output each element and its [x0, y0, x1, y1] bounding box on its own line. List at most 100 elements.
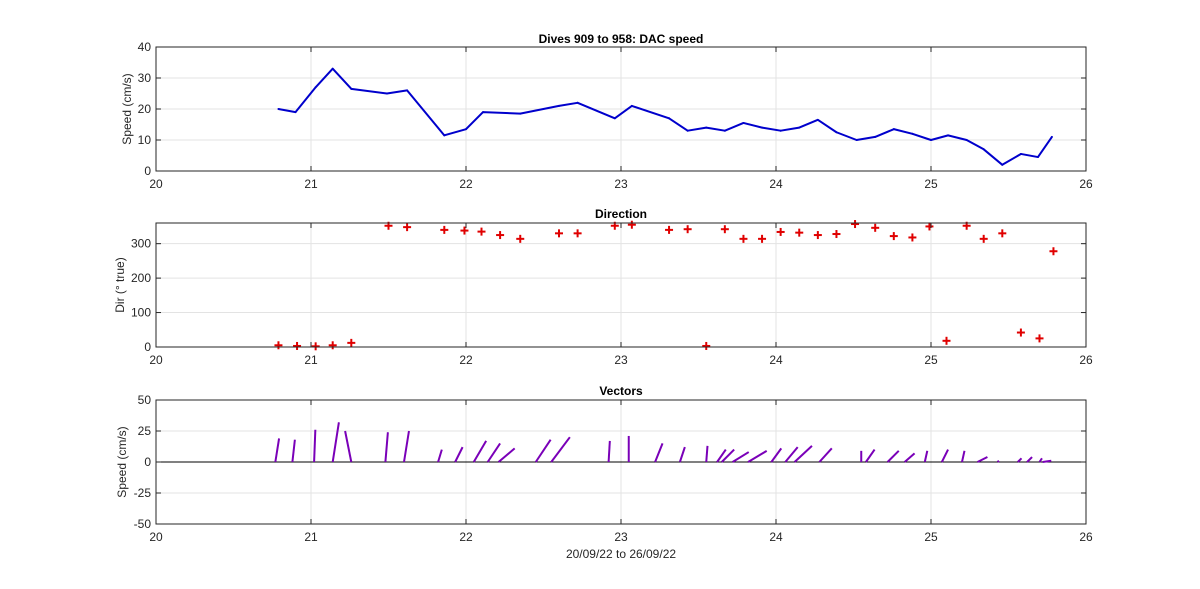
speed-point	[874, 135, 877, 138]
x-tick-label: 25	[924, 530, 938, 544]
current-vector	[732, 451, 750, 463]
speed-point	[385, 92, 388, 95]
current-vector	[497, 447, 516, 463]
speed-point	[294, 111, 297, 114]
speed-point	[482, 111, 485, 114]
current-vector	[818, 447, 833, 463]
direction-marker	[889, 232, 898, 241]
speed-point	[465, 128, 467, 131]
direction-marker	[665, 225, 674, 234]
direction-marker	[516, 234, 525, 243]
direction-marker	[851, 220, 860, 229]
x-tick-label: 20	[149, 177, 163, 191]
vectors-panel: 20 21 22 23 24 25 26 -50 -25 0 25 50 Vectors Speed (c…	[115, 384, 1093, 561]
direction-marker	[813, 231, 822, 240]
y-tick-label: 50	[138, 393, 152, 407]
current-vector	[437, 449, 443, 463]
current-vector	[1038, 457, 1043, 463]
direction-marker	[758, 234, 767, 243]
speed-point	[947, 134, 950, 137]
current-vector	[313, 429, 317, 463]
current-vector	[747, 449, 768, 463]
direction-marker	[871, 223, 880, 232]
y-tick-label: 0	[144, 164, 151, 178]
y-tick-label: -25	[134, 486, 152, 500]
vectors-data	[274, 422, 1052, 463]
speed-point	[911, 132, 914, 135]
current-vector	[770, 447, 783, 463]
current-vector	[784, 446, 799, 463]
current-vector	[793, 445, 813, 463]
direction-marker	[1049, 247, 1058, 256]
current-vector	[403, 430, 410, 463]
current-vector	[886, 450, 900, 463]
direction-marker	[1016, 328, 1025, 337]
x-tick-label: 25	[924, 177, 938, 191]
current-vector	[961, 450, 966, 463]
direction-marker	[1035, 334, 1044, 343]
speed-point	[576, 101, 579, 104]
current-vector	[996, 460, 1000, 463]
x-tick-label: 26	[1079, 530, 1093, 544]
speed-point	[277, 108, 280, 110]
direction-marker	[496, 231, 505, 240]
speed-point	[331, 67, 334, 70]
direction-marker	[477, 227, 486, 236]
vectors-x-axis-label: 20/09/22 to 26/09/22	[566, 547, 676, 561]
speed-point	[742, 121, 745, 124]
x-tick-label: 22	[459, 353, 473, 367]
speed-point	[982, 148, 985, 151]
current-vector	[384, 432, 389, 463]
x-tick-label: 23	[614, 177, 628, 191]
y-tick-label: 100	[131, 306, 151, 320]
current-vector	[654, 443, 664, 463]
current-vector	[1042, 459, 1052, 463]
vectors-title: Vectors	[599, 384, 643, 398]
y-tick-label: 0	[144, 340, 151, 354]
x-tick-label: 21	[304, 530, 318, 544]
speed-point	[1019, 152, 1022, 155]
x-tick-label: 20	[149, 353, 163, 367]
current-vector	[678, 446, 686, 463]
speed-data	[277, 67, 1053, 166]
current-vector	[865, 449, 876, 463]
direction-panel: 20 21 22 23 24 25 26 0 100 200 300 Direction Dir (° …	[113, 207, 1093, 367]
current-vector	[977, 456, 988, 463]
direction-marker	[739, 234, 748, 243]
direction-marker	[347, 338, 356, 347]
speed-point	[630, 104, 633, 107]
x-tick-label: 22	[459, 177, 473, 191]
speed-point	[855, 139, 858, 141]
direction-marker	[573, 229, 582, 238]
x-tick-label: 24	[769, 530, 783, 544]
x-tick-label: 21	[304, 177, 318, 191]
x-tick-label: 26	[1079, 353, 1093, 367]
direction-marker	[555, 229, 563, 238]
speed-point	[519, 112, 522, 115]
direction-title: Direction	[595, 207, 647, 221]
x-tick-label: 25	[924, 353, 938, 367]
y-tick-label: 0	[144, 455, 151, 469]
current-vector	[344, 430, 353, 463]
x-tick-label: 20	[149, 530, 163, 544]
direction-marker	[925, 222, 934, 231]
speed-point	[350, 87, 353, 90]
current-vector	[274, 438, 281, 463]
direction-marker	[998, 229, 1007, 238]
speed-point	[761, 126, 764, 129]
y-tick-label: 30	[138, 71, 152, 85]
speed-point	[798, 126, 801, 129]
current-vector	[550, 436, 571, 463]
speed-point	[314, 86, 317, 89]
y-tick-label: 300	[131, 237, 151, 251]
current-vector	[1026, 456, 1033, 463]
current-vector	[903, 452, 916, 463]
x-tick-label: 24	[769, 353, 783, 367]
direction-marker	[328, 341, 337, 350]
y-tick-label: 25	[138, 424, 152, 438]
direction-marker	[460, 226, 469, 235]
speed-point	[892, 128, 895, 131]
x-tick-label: 22	[459, 530, 473, 544]
direction-marker	[795, 228, 804, 237]
